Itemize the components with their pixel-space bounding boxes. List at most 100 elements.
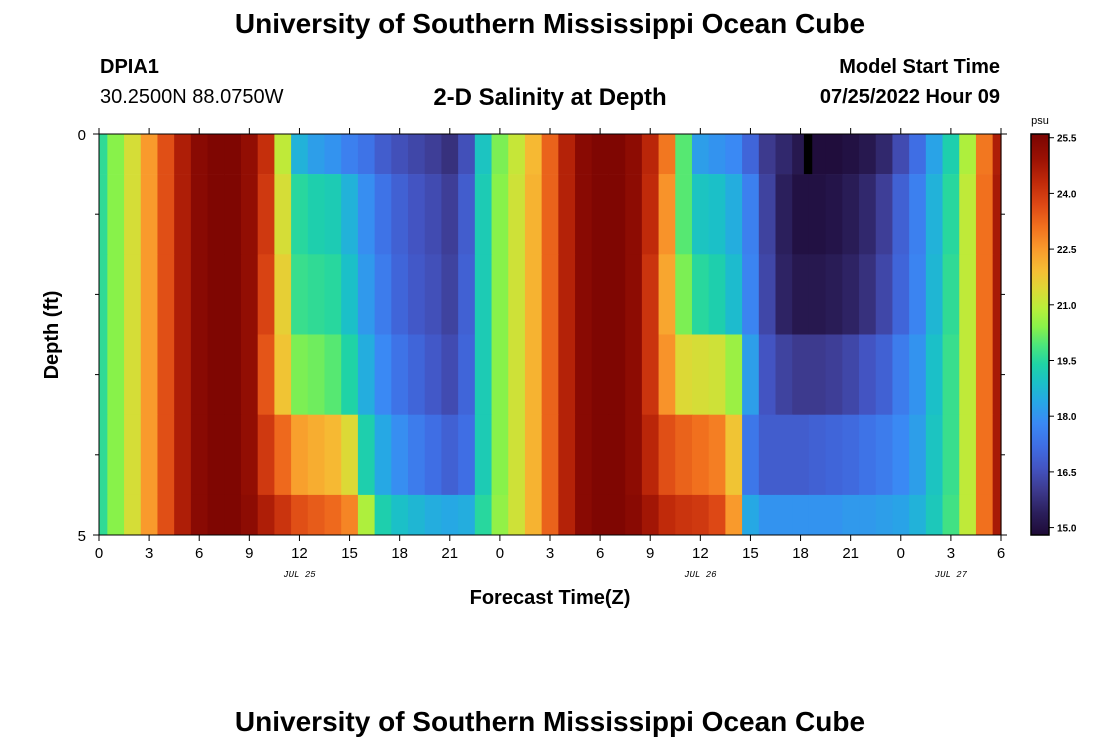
heat-cell bbox=[324, 254, 342, 335]
heat-cell bbox=[357, 494, 376, 536]
heat-cell bbox=[257, 254, 275, 335]
heat-cell bbox=[524, 254, 543, 335]
heat-cell bbox=[992, 414, 1002, 496]
heat-cell bbox=[758, 414, 777, 496]
y-axis-title: Depth (ft) bbox=[41, 291, 63, 380]
station-coordinates: 30.2500N 88.0750W bbox=[100, 86, 284, 108]
heat-cell bbox=[658, 494, 676, 536]
heat-cell bbox=[641, 414, 660, 496]
heat-cell bbox=[775, 134, 793, 175]
heat-cell bbox=[491, 254, 509, 335]
heat-cell bbox=[708, 134, 726, 175]
heat-cell bbox=[408, 254, 426, 335]
heat-cell bbox=[625, 174, 643, 255]
x-tick-label: 12 bbox=[692, 545, 709, 562]
heat-cell bbox=[608, 174, 626, 255]
x-tick-label: 0 bbox=[95, 545, 103, 562]
heat-cell bbox=[725, 334, 743, 415]
heat-cell bbox=[675, 494, 693, 536]
heat-cell bbox=[842, 494, 860, 536]
page-title: University of Southern Mississippi Ocean… bbox=[234, 8, 866, 39]
heat-cell bbox=[708, 494, 726, 536]
heat-cell bbox=[291, 414, 309, 496]
heat-cell bbox=[458, 494, 476, 536]
x-tick-label: 0 bbox=[496, 545, 504, 562]
heat-cell bbox=[691, 414, 710, 496]
heat-cell bbox=[942, 174, 960, 255]
x-tick-label: 21 bbox=[441, 545, 458, 562]
x-tick-label: 9 bbox=[646, 545, 654, 562]
x-tick-label: 6 bbox=[596, 545, 604, 562]
heat-cell bbox=[408, 414, 426, 496]
heat-cell bbox=[742, 414, 760, 496]
heat-cell bbox=[408, 174, 426, 255]
heat-cell bbox=[792, 174, 810, 255]
heat-cell bbox=[107, 174, 125, 255]
heat-cell bbox=[742, 254, 760, 335]
heat-cell bbox=[458, 414, 476, 496]
heat-cell bbox=[124, 494, 142, 536]
heat-cell bbox=[174, 494, 192, 536]
heat-cell bbox=[324, 174, 342, 255]
heat-cell bbox=[909, 254, 927, 335]
x-tick-label: 12 bbox=[291, 545, 308, 562]
heat-cell bbox=[675, 174, 693, 255]
x-tick-label: 6 bbox=[195, 545, 203, 562]
heat-cell bbox=[224, 254, 242, 335]
heat-cell bbox=[825, 174, 843, 255]
heat-cell bbox=[357, 414, 376, 496]
heat-cell bbox=[558, 254, 576, 335]
heat-cell bbox=[992, 334, 1002, 415]
heat-cell bbox=[491, 174, 509, 255]
heat-cell bbox=[508, 174, 526, 255]
heat-cell bbox=[324, 494, 342, 536]
heat-cell bbox=[240, 334, 259, 415]
heat-cell bbox=[975, 254, 994, 335]
heat-cell bbox=[975, 414, 994, 496]
heat-cell bbox=[575, 134, 593, 175]
heat-cell bbox=[825, 414, 843, 496]
heat-cell bbox=[240, 494, 259, 536]
heat-cell bbox=[174, 334, 192, 415]
x-tick-label: 3 bbox=[546, 545, 554, 562]
heat-cell bbox=[524, 334, 543, 415]
heat-cell bbox=[859, 494, 877, 536]
heat-cell bbox=[725, 254, 743, 335]
heat-cell bbox=[207, 134, 225, 175]
heat-cell bbox=[240, 254, 259, 335]
heat-cell bbox=[474, 494, 493, 536]
plot-axes: 0 3 6 9 12 15 18 21 0 3 6 9 12 15 18 21 0 3 6 JUL 25 JUL 26 J… bbox=[78, 127, 1007, 580]
heat-cell bbox=[424, 414, 443, 496]
heat-cell bbox=[307, 134, 326, 175]
heat-cell bbox=[424, 254, 443, 335]
heat-cell bbox=[324, 134, 342, 175]
x-tick-label: 3 bbox=[145, 545, 153, 562]
heat-cell bbox=[99, 414, 108, 496]
heat-cell bbox=[575, 494, 593, 536]
heat-cell bbox=[124, 254, 142, 335]
colorbar-tick-label: 25.5 bbox=[1057, 134, 1077, 145]
heat-cell bbox=[775, 174, 793, 255]
heat-cell bbox=[424, 174, 443, 255]
heat-cell bbox=[825, 254, 843, 335]
heat-cell bbox=[357, 174, 376, 255]
heat-cell bbox=[558, 494, 576, 536]
footer-title: University of Southern Mississippi Ocean… bbox=[234, 706, 866, 737]
heat-cell bbox=[842, 174, 860, 255]
heat-cell bbox=[625, 334, 643, 415]
heat-cell bbox=[691, 334, 710, 415]
x-tick-label: 6 bbox=[997, 545, 1005, 562]
heat-cell bbox=[641, 494, 660, 536]
heat-cell bbox=[374, 334, 392, 415]
heat-cell bbox=[391, 414, 409, 496]
date-label: JUL 27 bbox=[935, 570, 968, 580]
heat-cell bbox=[324, 334, 342, 415]
heat-cell bbox=[99, 334, 108, 415]
heat-cell bbox=[591, 414, 610, 496]
heat-cell bbox=[257, 334, 275, 415]
heat-cell bbox=[524, 494, 543, 536]
heat-cell bbox=[775, 334, 793, 415]
heat-cell bbox=[975, 174, 994, 255]
heat-cell bbox=[792, 414, 810, 496]
heat-cell bbox=[524, 134, 543, 175]
